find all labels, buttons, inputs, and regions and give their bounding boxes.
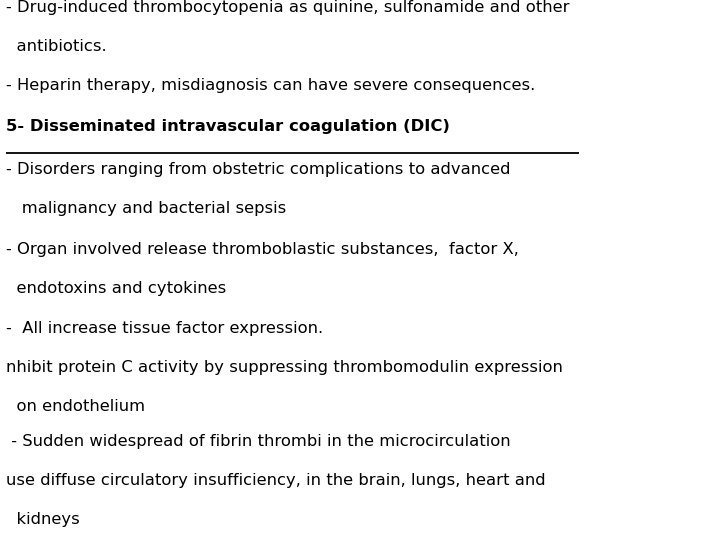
Text: - Heparin therapy, misdiagnosis can have severe consequences.: - Heparin therapy, misdiagnosis can have… (6, 78, 535, 93)
Text: endotoxins and cytokines: endotoxins and cytokines (6, 281, 226, 296)
Text: - Disorders ranging from obstetric complications to advanced: - Disorders ranging from obstetric compl… (6, 162, 510, 177)
Text: use diffuse circulatory insufficiency, in the brain, lungs, heart and: use diffuse circulatory insufficiency, i… (6, 473, 545, 488)
Text: 5- Disseminated intravascular coagulation (DIC): 5- Disseminated intravascular coagulatio… (6, 119, 449, 134)
Text: -  All increase tissue factor expression.: - All increase tissue factor expression. (6, 321, 323, 336)
Text: antibiotics.: antibiotics. (6, 39, 107, 54)
Text: - Organ involved release thromboblastic substances,  factor X,: - Organ involved release thromboblastic … (6, 242, 518, 257)
Text: malignancy and bacterial sepsis: malignancy and bacterial sepsis (6, 201, 286, 216)
Text: nhibit protein C activity by suppressing thrombomodulin expression: nhibit protein C activity by suppressing… (6, 360, 562, 375)
Text: kidneys: kidneys (6, 512, 79, 527)
Text: on endothelium: on endothelium (6, 399, 145, 414)
Text: - Drug-induced thrombocytopenia as quinine, sulfonamide and other: - Drug-induced thrombocytopenia as quini… (6, 0, 570, 15)
Text: - Sudden widespread of fibrin thrombi in the microcirculation: - Sudden widespread of fibrin thrombi in… (6, 434, 510, 449)
